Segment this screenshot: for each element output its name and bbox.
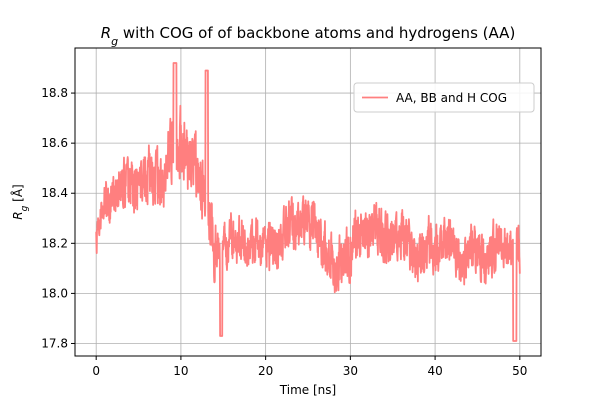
x-tick-label: 20 [258,364,273,378]
y-axis-label: Rg [Å] [10,184,30,219]
legend-box [353,82,535,113]
rg-series-line [95,62,521,342]
y-tick-label: 18.0 [41,286,68,300]
x-tick-label: 10 [173,364,188,378]
x-tick-label: 0 [92,364,100,378]
legend-group: AA, BB and H COG [353,82,535,113]
y-tick-label: 18.4 [41,186,68,200]
chart-title: Rg with COG of of backbone atoms and hyd… [101,24,516,48]
legend-label: AA, BB and H COG [396,91,507,105]
x-tick-label: 30 [343,364,358,378]
y-tick-label: 18.6 [41,136,68,150]
plot-group [95,62,521,342]
x-tick-label: 50 [512,364,527,378]
plot-frame [74,47,542,357]
y-tick-label: 18.2 [41,236,68,250]
x-tick-label: 40 [427,364,442,378]
axis-group [71,47,542,360]
x-axis-label: Time [ns] [279,383,336,397]
label-group: 0 10 20 30 40 50 17.8 18.0 18.2 18.4 18.6 18.8 Rg wi… [10,24,527,397]
y-tick-label: 17.8 [41,336,68,350]
y-tick-label: 18.8 [41,86,68,100]
